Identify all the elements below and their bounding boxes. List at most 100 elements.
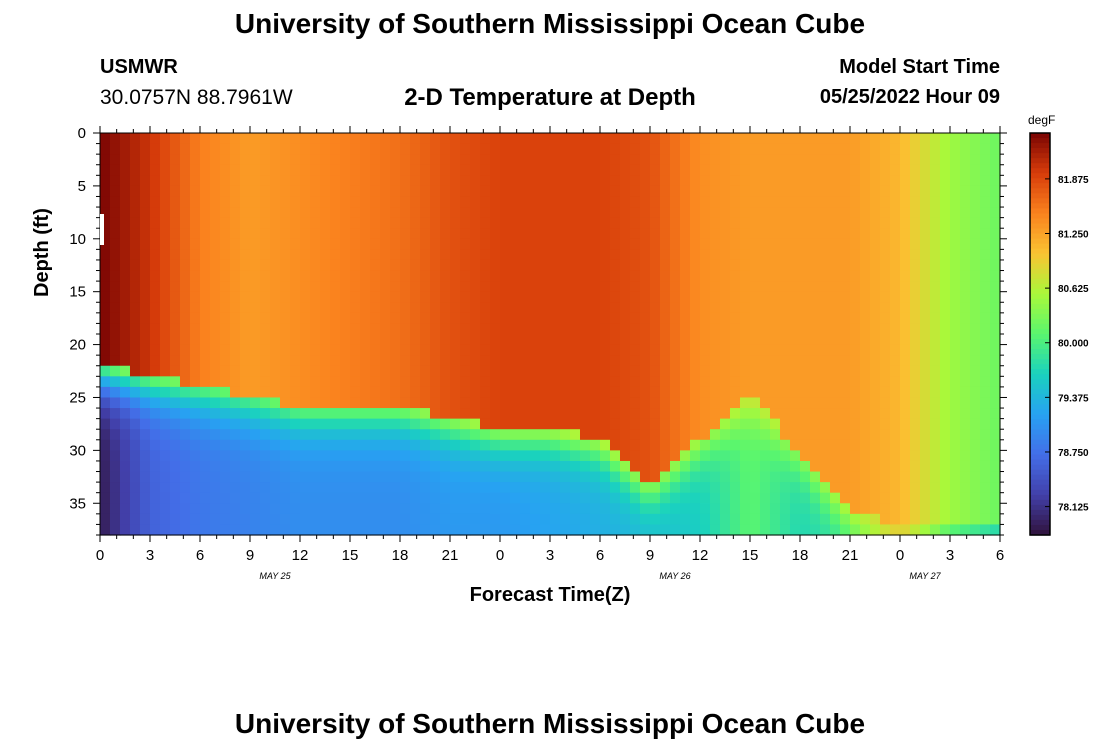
heatmap-cell <box>590 482 601 494</box>
heatmap-cell <box>390 355 401 367</box>
heatmap-cell <box>450 397 461 409</box>
heatmap-cell <box>190 249 201 261</box>
heatmap-cell <box>930 291 941 303</box>
heatmap-cell <box>550 196 561 208</box>
heatmap-cell <box>990 482 1001 494</box>
heatmap-cell <box>310 185 321 198</box>
heatmap-cell <box>540 185 551 198</box>
heatmap-cell <box>170 217 181 229</box>
heatmap-cell <box>690 460 701 473</box>
heatmap-cell <box>160 503 171 515</box>
heatmap-cell <box>710 185 721 198</box>
heatmap-cell <box>290 450 301 462</box>
heatmap-cell <box>200 143 211 155</box>
heatmap-cell <box>710 270 721 282</box>
heatmap-cell <box>440 154 451 166</box>
heatmap-cell <box>800 196 811 208</box>
heatmap-cell <box>180 133 191 145</box>
heatmap-cell <box>450 450 461 462</box>
heatmap-cell <box>950 185 961 198</box>
heatmap-cell <box>730 259 741 272</box>
heatmap-cell <box>890 439 901 451</box>
heatmap-cell <box>600 397 611 409</box>
heatmap-cell <box>750 482 761 494</box>
heatmap-cell <box>440 513 451 526</box>
heatmap-cell <box>750 355 761 367</box>
heatmap-cell <box>580 175 591 187</box>
heatmap-cell <box>890 228 901 240</box>
heatmap-cell <box>990 302 1001 314</box>
heatmap-cell <box>260 217 271 229</box>
heatmap-cell <box>510 429 521 441</box>
heatmap-cell <box>600 439 611 451</box>
heatmap-cell <box>720 450 731 462</box>
colorbar-swatch <box>1030 328 1050 335</box>
heatmap-cell <box>570 492 581 504</box>
heatmap-cell <box>540 175 551 187</box>
heatmap-cell <box>620 344 631 356</box>
heatmap-cell <box>300 312 311 325</box>
heatmap-cell <box>150 365 161 377</box>
heatmap-cell <box>460 408 471 420</box>
heatmap-cell <box>320 418 331 430</box>
heatmap-cell <box>720 281 731 293</box>
heatmap-cell <box>570 249 581 261</box>
heatmap-cell <box>650 408 661 420</box>
heatmap-cell <box>230 365 241 377</box>
heatmap-cell <box>430 270 441 282</box>
heatmap-cell <box>780 482 791 494</box>
heatmap-cell <box>930 154 941 166</box>
heatmap-cell <box>950 334 961 346</box>
heatmap-cell <box>700 524 711 536</box>
heatmap-cell <box>390 439 401 451</box>
colorbar-swatch <box>1030 188 1050 194</box>
heatmap-cell <box>250 154 261 166</box>
heatmap-cell <box>160 291 171 303</box>
heatmap-cell <box>310 270 321 282</box>
heatmap-cell <box>230 524 241 536</box>
heatmap-cell <box>430 524 441 536</box>
heatmap-cell <box>950 471 961 483</box>
heatmap-cell <box>380 217 391 229</box>
heatmap-cell <box>800 185 811 198</box>
heatmap-cell <box>200 386 211 399</box>
heatmap-cell <box>730 429 741 441</box>
heatmap-cell <box>600 344 611 356</box>
heatmap-cell <box>140 334 151 346</box>
heatmap-cell <box>100 471 111 483</box>
heatmap-cell <box>940 471 951 483</box>
heatmap-cell <box>850 302 861 314</box>
heatmap-cell <box>790 164 801 176</box>
heatmap-cell <box>360 376 371 388</box>
heatmap-cell <box>130 460 141 473</box>
heatmap-cell <box>920 450 931 462</box>
heatmap-cell <box>200 418 211 430</box>
heatmap-cell <box>730 228 741 240</box>
heatmap-cell <box>490 386 501 399</box>
heatmap-cell <box>370 249 381 261</box>
heatmap-cell <box>360 143 371 155</box>
heatmap-cell <box>500 492 511 504</box>
heatmap-cell <box>540 471 551 483</box>
heatmap-cell <box>950 503 961 515</box>
heatmap-cell <box>130 365 141 377</box>
y-tick-label: 20 <box>69 337 86 354</box>
heatmap-cell <box>500 302 511 314</box>
heatmap-cell <box>690 249 701 261</box>
heatmap-cell <box>170 270 181 282</box>
heatmap-cell <box>640 355 651 367</box>
heatmap-cell <box>100 323 111 335</box>
heatmap-cell <box>110 355 121 367</box>
heatmap-cell <box>880 492 891 504</box>
heatmap-cell <box>740 175 751 187</box>
heatmap-cell <box>440 323 451 335</box>
heatmap-cell <box>110 524 121 536</box>
heatmap-cell <box>930 418 941 430</box>
heatmap-cell <box>320 365 331 377</box>
heatmap-cell <box>740 249 751 261</box>
heatmap-cell <box>220 133 231 145</box>
heatmap-cell <box>490 249 501 261</box>
heatmap-cell <box>810 439 821 451</box>
heatmap-cell <box>580 482 591 494</box>
heatmap-cell <box>230 492 241 504</box>
